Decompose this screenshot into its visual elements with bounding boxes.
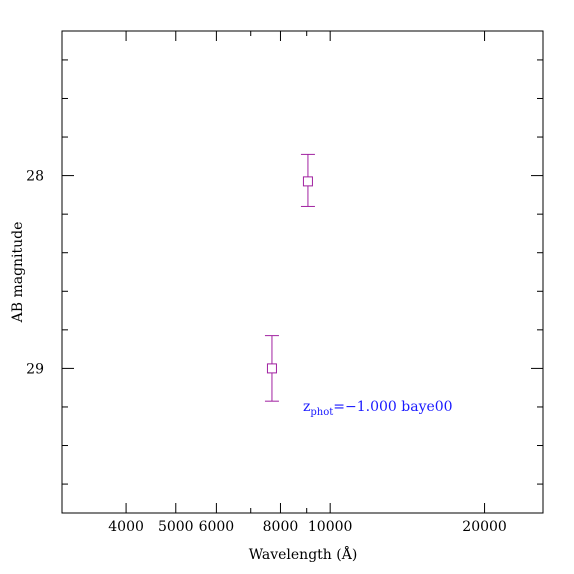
- axis-ticks: 4000 5000 6000 8000 10000 20000 28 29: [26, 31, 543, 535]
- annotation-sub: phot: [310, 407, 333, 418]
- data-marks: [264, 153, 315, 402]
- x-tick-label: 20000: [462, 519, 507, 535]
- x-tick-label: 4000: [108, 519, 144, 535]
- y-tick-label: 29: [26, 361, 44, 377]
- x-tick-label: 6000: [199, 519, 235, 535]
- plot-frame: [61, 30, 544, 514]
- data-point-square: [302, 176, 313, 187]
- annotation-rest: =−1.000 baye00: [333, 399, 452, 415]
- x-tick-label: 5000: [158, 519, 194, 535]
- x-tick-label: 8000: [263, 519, 299, 535]
- x-tick-label: 10000: [308, 519, 353, 535]
- data-point-square: [266, 363, 277, 374]
- photo-z-annotation: zphot=−1.000 baye00: [303, 399, 453, 418]
- y-axis-title: AB magnitude: [10, 222, 26, 324]
- annotation-z: z: [303, 399, 310, 415]
- x-axis-title: Wavelength (Å): [249, 545, 358, 563]
- y-tick-label: 28: [26, 169, 44, 185]
